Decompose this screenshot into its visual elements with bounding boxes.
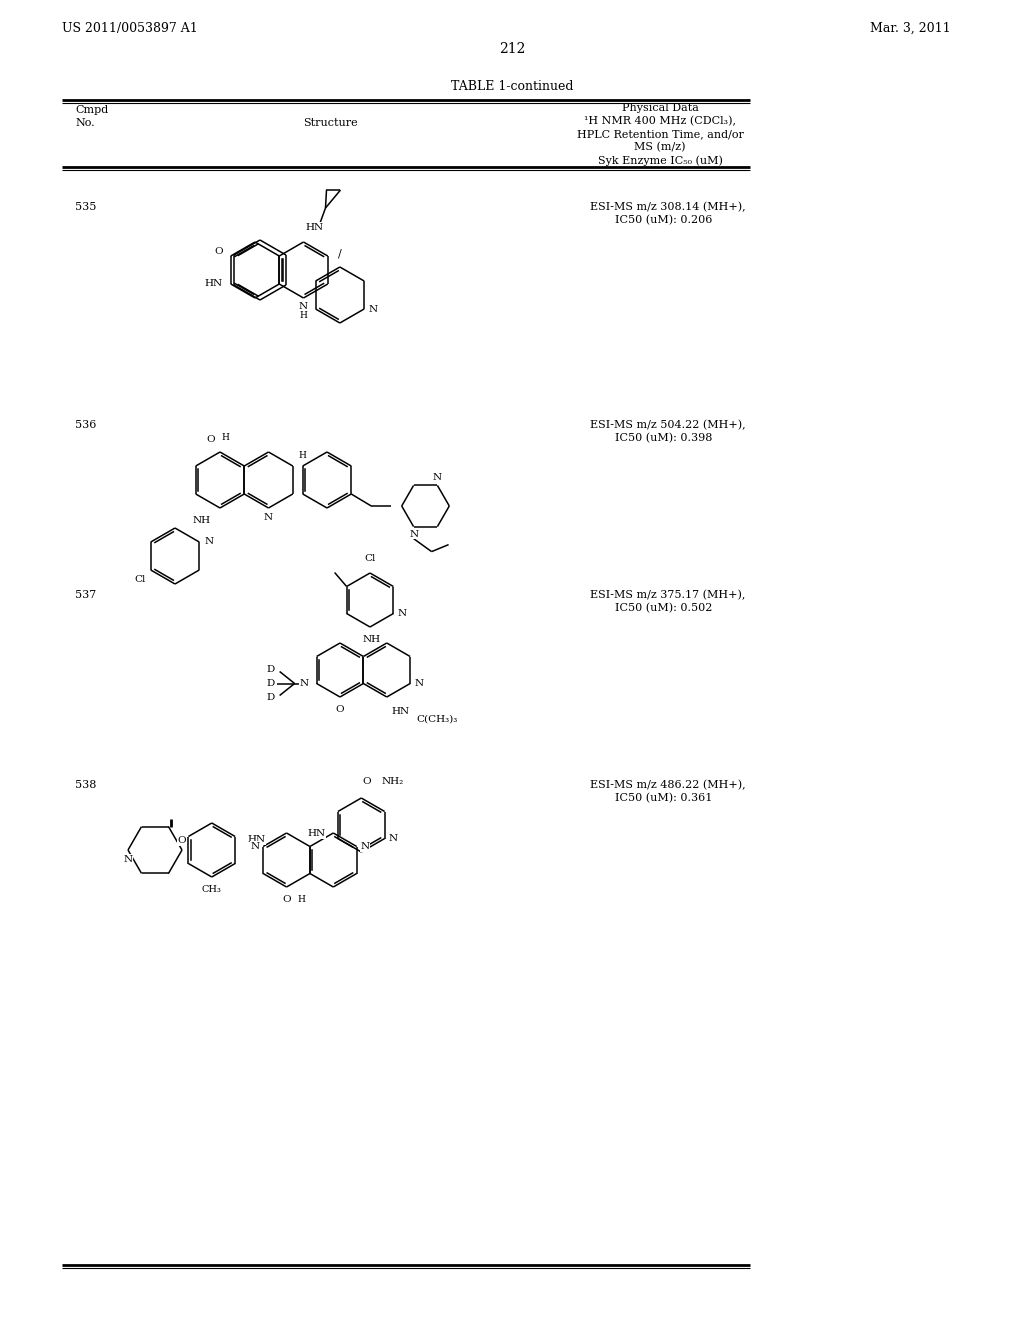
Text: N: N xyxy=(397,609,407,618)
Text: 212: 212 xyxy=(499,42,525,55)
Text: NH: NH xyxy=(193,516,211,525)
Text: HN: HN xyxy=(392,708,410,715)
Text: N: N xyxy=(264,513,273,521)
Text: N: N xyxy=(299,302,308,312)
Text: HN: HN xyxy=(308,829,326,838)
Text: Mar. 3, 2011: Mar. 3, 2011 xyxy=(870,22,950,36)
Text: N: N xyxy=(250,842,259,851)
Text: NH: NH xyxy=(362,635,381,644)
Text: O: O xyxy=(283,895,291,904)
Text: ESI-MS m/z 486.22 (MH+),: ESI-MS m/z 486.22 (MH+), xyxy=(590,780,745,791)
Text: D: D xyxy=(266,693,274,702)
Text: D: D xyxy=(266,665,274,675)
Text: ESI-MS m/z 375.17 (MH+),: ESI-MS m/z 375.17 (MH+), xyxy=(590,590,745,601)
Text: US 2011/0053897 A1: US 2011/0053897 A1 xyxy=(62,22,198,36)
Text: N: N xyxy=(409,529,418,539)
Text: H: H xyxy=(300,312,307,319)
Text: N: N xyxy=(124,855,132,865)
Text: O: O xyxy=(214,248,223,256)
Text: HN: HN xyxy=(205,280,223,289)
Text: N: N xyxy=(299,678,308,688)
Text: Syk Enzyme IC₅₀ (uM): Syk Enzyme IC₅₀ (uM) xyxy=(598,154,723,165)
Text: ¹H NMR 400 MHz (CDCl₃),: ¹H NMR 400 MHz (CDCl₃), xyxy=(584,116,736,127)
Text: H: H xyxy=(298,895,305,904)
Text: Cmpd: Cmpd xyxy=(75,106,109,115)
Text: C(CH₃)₃: C(CH₃)₃ xyxy=(417,714,458,723)
Text: Structure: Structure xyxy=(303,117,357,128)
Text: ESI-MS m/z 504.22 (MH+),: ESI-MS m/z 504.22 (MH+), xyxy=(590,420,745,430)
Text: H: H xyxy=(299,451,306,459)
Text: HN: HN xyxy=(247,836,265,843)
Text: 535: 535 xyxy=(75,202,96,213)
Text: O: O xyxy=(361,777,371,785)
Text: H: H xyxy=(221,433,229,442)
Text: D: D xyxy=(266,678,274,688)
Text: 538: 538 xyxy=(75,780,96,789)
Text: CH₃: CH₃ xyxy=(202,884,222,894)
Text: N: N xyxy=(360,842,370,851)
Text: TABLE 1-continued: TABLE 1-continued xyxy=(451,81,573,92)
Text: IC50 (uM): 0.502: IC50 (uM): 0.502 xyxy=(615,603,713,614)
Text: IC50 (uM): 0.361: IC50 (uM): 0.361 xyxy=(615,793,713,804)
Text: /: / xyxy=(338,249,342,259)
Text: O: O xyxy=(207,436,215,445)
Text: IC50 (uM): 0.206: IC50 (uM): 0.206 xyxy=(615,215,713,226)
Text: No.: No. xyxy=(75,117,94,128)
Text: HN: HN xyxy=(305,223,324,232)
Text: 537: 537 xyxy=(75,590,96,601)
Text: NH₂: NH₂ xyxy=(381,777,403,785)
Text: O: O xyxy=(178,836,186,845)
Text: N: N xyxy=(368,305,377,314)
Text: N: N xyxy=(204,537,213,546)
Text: 536: 536 xyxy=(75,420,96,430)
Text: IC50 (uM): 0.398: IC50 (uM): 0.398 xyxy=(615,433,713,444)
Text: HPLC Retention Time, and/or: HPLC Retention Time, and/or xyxy=(577,129,743,139)
Text: MS (m/z): MS (m/z) xyxy=(634,143,686,152)
Text: Physical Data: Physical Data xyxy=(622,103,698,114)
Text: ESI-MS m/z 308.14 (MH+),: ESI-MS m/z 308.14 (MH+), xyxy=(590,202,745,213)
Text: N: N xyxy=(433,474,442,482)
Text: Cl: Cl xyxy=(134,576,145,583)
Text: Cl: Cl xyxy=(365,554,376,564)
Text: N: N xyxy=(389,834,397,843)
Text: O: O xyxy=(336,705,344,714)
Text: N: N xyxy=(414,678,423,688)
